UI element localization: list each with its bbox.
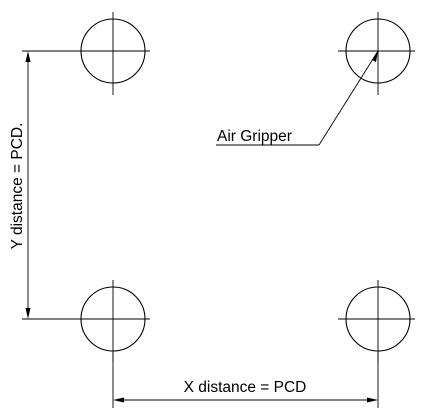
y-distance-label: Y distance = PCD.: [9, 123, 26, 250]
gripper-hole-top-left: [72, 12, 150, 95]
x-arrow-right: [367, 397, 378, 403]
gripper-hole-bottom-left: [72, 280, 150, 362]
air-gripper-leader-line: [318, 50, 379, 146]
y-distance-dimension: Y distance = PCD.: [9, 50, 80, 320]
air-gripper-label: Air Gripper: [217, 128, 292, 145]
gripper-hole-top-right: [338, 12, 415, 95]
y-arrow-top: [25, 51, 31, 62]
gripper-hole-bottom-right: [338, 280, 415, 362]
y-arrow-bottom: [25, 308, 31, 319]
x-distance-label: X distance = PCD: [184, 379, 307, 396]
air-gripper-callout: Air Gripper: [216, 50, 379, 146]
x-arrow-left: [113, 397, 124, 403]
x-distance-dimension: X distance = PCD: [112, 352, 379, 408]
air-gripper-arrowhead: [372, 51, 378, 62]
